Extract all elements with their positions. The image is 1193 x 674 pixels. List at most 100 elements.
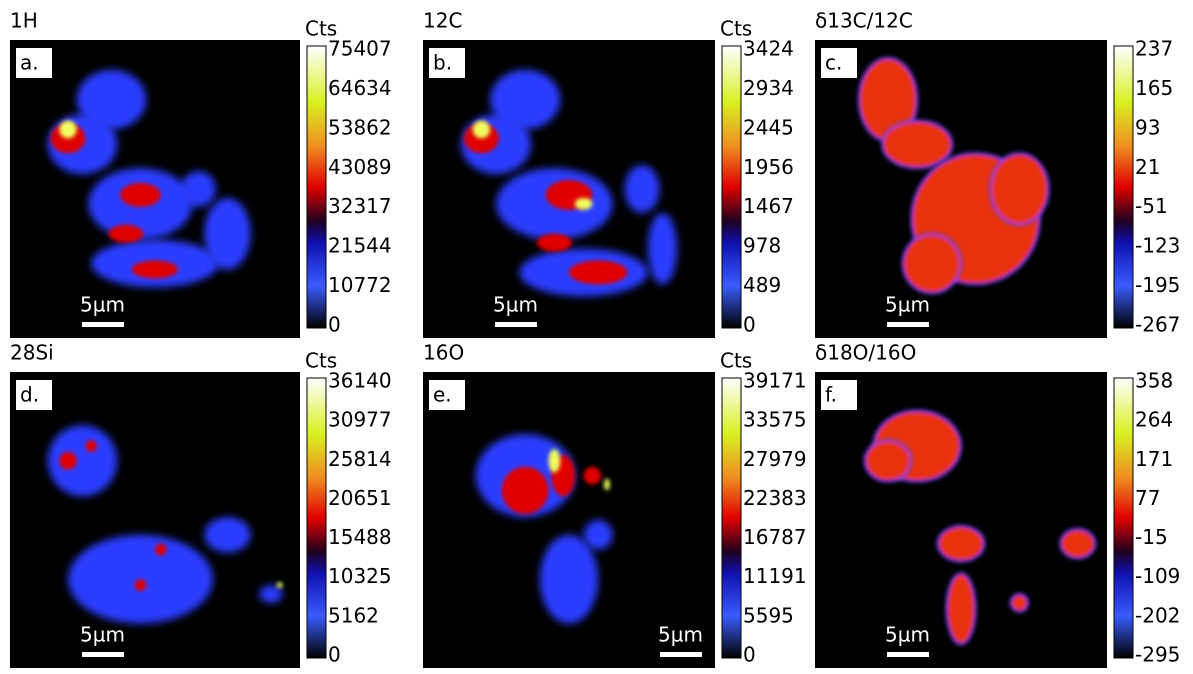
scale-bar-label: 5µm: [885, 623, 930, 647]
colorbar-tick-label: -267: [1135, 313, 1180, 337]
colorbar: [721, 377, 742, 659]
scale-bar: [887, 652, 929, 657]
colorbar-tick-label: 5162: [328, 603, 379, 627]
panel-title: 1H: [10, 9, 38, 33]
panel-title: 28Si: [10, 341, 54, 365]
scale-bar-label: 5µm: [885, 293, 930, 317]
blob: [204, 517, 251, 553]
colorbar: [306, 377, 327, 659]
colorbar-tick-label: -123: [1135, 234, 1180, 258]
hotspot: [863, 439, 913, 483]
peak: [59, 120, 77, 139]
colorbar: [1113, 377, 1134, 659]
panel: δ13C/12C c. 5µm 237 165 93 21 -51 -123 -195 -267: [815, 9, 1180, 338]
colorbar-tick-label: 0: [743, 643, 756, 667]
hotspot: [945, 572, 977, 646]
scale-bar: [660, 652, 702, 657]
hotspot: [59, 451, 77, 470]
colorbar-tick-label: 15488: [328, 525, 392, 549]
panel-letter: c.: [825, 51, 842, 75]
blob: [490, 69, 561, 130]
hotspot: [901, 232, 962, 295]
peak: [472, 120, 491, 139]
hotspot: [881, 119, 954, 170]
colorbar-tick-label: 489: [743, 273, 781, 297]
colorbar: [721, 45, 742, 329]
colorbar-tick-label: 10325: [328, 564, 392, 588]
blob: [259, 585, 283, 603]
scale-bar: [82, 652, 124, 657]
panel-letter-box: [429, 380, 465, 410]
colorbar-tick-label: -15: [1135, 525, 1168, 549]
colorbar-tick-label: 33575: [743, 408, 807, 432]
panel-letter-box: [429, 48, 465, 78]
colorbar-tick-label: -109: [1135, 564, 1180, 588]
colorbar-tick-label: 53862: [328, 115, 392, 139]
colorbar-tick-label: 237: [1135, 37, 1173, 61]
colorbar-tick-label: 5595: [743, 603, 794, 627]
hotspot: [501, 466, 549, 515]
blob: [47, 425, 118, 497]
hotspot: [134, 579, 147, 592]
colorbar-tick-label: 32317: [328, 194, 392, 218]
scale-bar-label: 5µm: [80, 293, 125, 317]
colorbar-tick-label: 0: [328, 643, 341, 667]
colorbar-tick-label: 1956: [743, 155, 794, 179]
scale-bar-label: 5µm: [493, 293, 538, 317]
peak: [276, 582, 283, 589]
colorbar-tick-label: 43089: [328, 155, 392, 179]
colorbar-tick-label: 30977: [328, 408, 392, 432]
hotspot: [583, 466, 602, 485]
colorbar-tick-label: 93: [1135, 115, 1160, 139]
colorbar-tick-label: 36140: [328, 369, 392, 393]
colorbar-tick-label: 27979: [743, 447, 807, 471]
scale-bar-label: 5µm: [658, 623, 703, 647]
blob: [583, 520, 613, 550]
panel-title: δ18O/16O: [815, 341, 916, 365]
hotspot: [120, 183, 161, 207]
panel-letter-box: [16, 48, 52, 78]
peak: [574, 197, 593, 210]
hotspot: [936, 524, 986, 563]
colorbar-tick-label: 978: [743, 234, 781, 258]
colorbar-tick-label: 3424: [743, 37, 794, 61]
peak: [604, 478, 610, 491]
colorbar-tick-label: 264: [1135, 408, 1173, 432]
panel-letter: a.: [20, 51, 39, 75]
colorbar-tick-label: 358: [1135, 369, 1173, 393]
peak: [548, 448, 561, 473]
scale-bar-label: 5µm: [80, 623, 125, 647]
colorbar-unit: Cts: [720, 17, 752, 41]
colorbar-tick-label: -202: [1135, 603, 1180, 627]
colorbar-tick-label: 25814: [328, 447, 392, 471]
colorbar-tick-label: 22383: [743, 486, 807, 510]
blob: [539, 534, 599, 624]
colorbar-tick-label: 39171: [743, 369, 807, 393]
hotspot: [989, 152, 1050, 226]
colorbar-tick-label: 0: [743, 313, 756, 337]
hotspot: [85, 440, 97, 452]
blob: [68, 534, 213, 624]
colorbar-tick-label: 16787: [743, 525, 807, 549]
blob: [624, 165, 660, 213]
hotspot: [131, 260, 179, 279]
hotspot: [155, 543, 167, 556]
hotspot: [536, 233, 572, 252]
hotspot: [1009, 593, 1030, 613]
colorbar-tick-label: 21: [1135, 155, 1160, 179]
blob: [181, 171, 216, 207]
hotspot: [1059, 527, 1097, 560]
hotspot: [569, 260, 628, 285]
colorbar-tick-label: -195: [1135, 273, 1180, 297]
image: [10, 372, 300, 668]
panel-letter-box: [821, 48, 857, 78]
colorbar-tick-label: 2445: [743, 115, 794, 139]
colorbar-tick-label: 64634: [328, 76, 392, 100]
colorbar-tick-label: 75407: [328, 37, 392, 61]
panel-letter: d.: [20, 383, 39, 407]
colorbar-tick-label: 171: [1135, 447, 1173, 471]
panel-letter: b.: [433, 51, 452, 75]
